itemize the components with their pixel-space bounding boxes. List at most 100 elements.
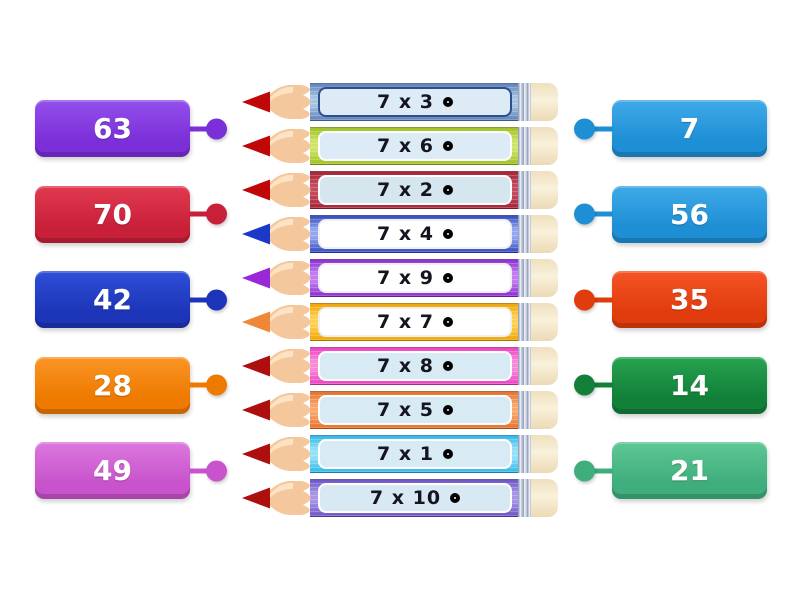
pencil-ferrule [518, 215, 531, 253]
pencil-body: 7 x 9 [310, 259, 518, 297]
connector-dot[interactable] [206, 118, 227, 139]
pencil-ferrule [518, 259, 531, 297]
pencil-ferrule [518, 127, 531, 165]
question-text: 7 x 2 [377, 179, 434, 201]
connector-ring-icon[interactable] [442, 405, 453, 415]
pencil-body: 7 x 6 [310, 127, 518, 165]
answer-value: 56 [670, 197, 709, 231]
question-label: 7 x 7 [318, 307, 512, 337]
connector-dot[interactable] [574, 374, 595, 396]
question-text: 7 x 4 [377, 223, 434, 245]
answer-tile-42[interactable]: 42 [35, 271, 227, 328]
answer-tile-70[interactable]: 70 [35, 185, 227, 243]
connector-stem [593, 211, 613, 217]
answer-tile-21[interactable]: 21 [574, 442, 767, 499]
question-label: 7 x 8 [318, 351, 512, 381]
pencil-tip-icon [242, 393, 311, 427]
answer-value: 28 [93, 368, 132, 402]
question-label: 7 x 3 [318, 87, 512, 117]
answer-tile-7[interactable]: 7 [574, 100, 767, 157]
connector-stem [189, 382, 209, 388]
connector-stem [189, 211, 209, 217]
question-text: 7 x 3 [377, 91, 434, 113]
connector-stem [593, 297, 613, 302]
questions-column: 7 x 3 7 x 6 7 x 2 [242, 83, 558, 517]
question-label: 7 x 5 [318, 395, 512, 425]
pencil-ferrule [518, 171, 531, 209]
connector-dot[interactable] [206, 460, 227, 481]
pencil-body: 7 x 2 [310, 171, 518, 209]
pencil-tip-icon [242, 129, 311, 163]
pencil-ferrule [518, 347, 531, 385]
pencil-eraser [531, 215, 558, 253]
pencil-eraser [531, 479, 558, 517]
pencil-ferrule [518, 435, 531, 473]
answer-value: 21 [670, 454, 709, 487]
connector-ring-icon[interactable] [442, 97, 453, 107]
answer-tile-49[interactable]: 49 [35, 442, 227, 499]
connector-dot[interactable] [574, 118, 595, 139]
connector-ring-icon[interactable] [442, 141, 453, 151]
connector-dot[interactable] [206, 289, 227, 310]
question-pencil-7x1: 7 x 1 [242, 435, 558, 473]
question-label: 7 x 6 [318, 131, 512, 161]
question-text: 7 x 8 [377, 355, 434, 377]
question-text: 7 x 7 [377, 311, 434, 333]
connector-ring-icon[interactable] [442, 317, 453, 327]
question-pencil-7x8: 7 x 8 [242, 347, 558, 385]
pencil-eraser [531, 303, 558, 341]
answer-tile-28[interactable]: 28 [35, 356, 227, 414]
answer-value: 42 [93, 283, 132, 316]
pencil-body: 7 x 5 [310, 391, 518, 429]
answer-value: 35 [670, 283, 709, 316]
answer-tile-63[interactable]: 63 [35, 100, 227, 157]
pencil-body: 7 x 1 [310, 435, 518, 473]
pencil-tip-icon [242, 173, 311, 207]
connector-dot[interactable] [574, 460, 595, 481]
question-text: 7 x 6 [377, 135, 434, 157]
question-label: 7 x 9 [318, 263, 512, 293]
connector-dot[interactable] [206, 374, 227, 396]
right-answers-column: 7 56 35 14 21 [574, 100, 767, 499]
pencil-eraser [531, 171, 558, 209]
pencil-eraser [531, 83, 558, 121]
pencil-tip-icon [242, 217, 311, 251]
connector-ring-icon[interactable] [442, 185, 453, 195]
pencil-ferrule [518, 303, 531, 341]
answer-value: 7 [679, 112, 700, 145]
pencil-body: 7 x 3 [310, 83, 518, 121]
question-pencil-7x7: 7 x 7 [242, 303, 558, 341]
connector-dot[interactable] [206, 203, 227, 225]
answer-value: 49 [93, 454, 132, 487]
connector-ring-icon[interactable] [442, 273, 453, 283]
question-pencil-7x5: 7 x 5 [242, 391, 558, 429]
connector-stem [593, 126, 613, 131]
connector-dot[interactable] [574, 203, 595, 225]
answer-tile-56[interactable]: 56 [574, 185, 767, 243]
connector-ring-icon[interactable] [442, 449, 453, 459]
question-pencil-7x4: 7 x 4 [242, 215, 558, 253]
pencil-eraser [531, 347, 558, 385]
answer-tile-14[interactable]: 14 [574, 356, 767, 414]
connector-ring-icon[interactable] [442, 361, 453, 371]
connector-ring-icon[interactable] [442, 229, 453, 239]
connector-dot[interactable] [574, 289, 595, 310]
question-text: 7 x 1 [377, 443, 434, 465]
question-label: 7 x 1 [318, 439, 512, 469]
answer-tile-35[interactable]: 35 [574, 271, 767, 328]
pencil-eraser [531, 127, 558, 165]
answer-value: 63 [93, 112, 132, 145]
question-pencil-7x6: 7 x 6 [242, 127, 558, 165]
question-text: 7 x 5 [377, 399, 434, 421]
pencil-tip-icon [242, 85, 311, 119]
question-text: 7 x 10 [369, 487, 442, 509]
connector-ring-icon[interactable] [450, 493, 461, 503]
pencil-ferrule [518, 83, 531, 121]
connector-stem [593, 468, 613, 473]
pencil-tip-icon [242, 305, 311, 339]
question-pencil-7x9: 7 x 9 [242, 259, 558, 297]
pencil-body: 7 x 4 [310, 215, 518, 253]
connector-stem [189, 468, 209, 473]
pencil-ferrule [518, 479, 531, 517]
